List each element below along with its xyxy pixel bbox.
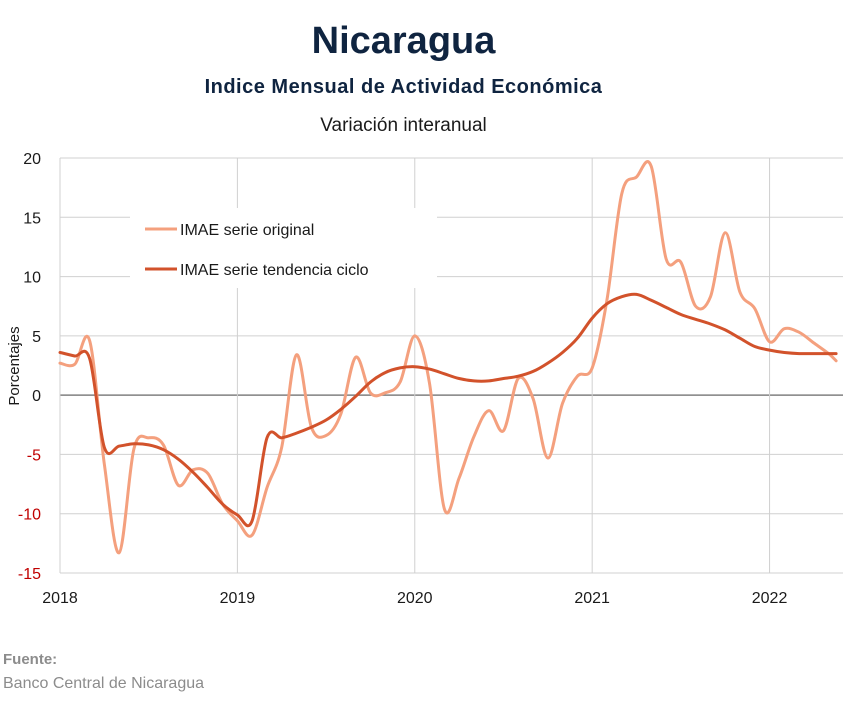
series-lines — [58, 160, 838, 555]
y-tick-label: 5 — [32, 329, 41, 346]
y-axis-label: Porcentajes — [6, 326, 23, 405]
x-tick-label: 2021 — [574, 590, 610, 607]
y-tick-label: 10 — [23, 270, 41, 287]
legend: IMAE serie original IMAE serie tendencia … — [130, 208, 437, 288]
y-tick-label: -10 — [18, 507, 41, 524]
source-label: Fuente: — [3, 651, 58, 668]
legend-label: IMAE serie tendencia ciclo — [180, 262, 369, 279]
series-line-original — [58, 160, 838, 555]
y-tick-label: -5 — [27, 447, 41, 464]
source-text: Banco Central de Nicaragua — [3, 675, 205, 692]
y-tick-label: 20 — [23, 151, 41, 168]
legend-label: IMAE serie original — [180, 222, 314, 239]
x-tick-label: 2018 — [42, 590, 78, 607]
y-tick-label: -15 — [18, 566, 41, 583]
legend-box — [130, 208, 437, 288]
y-tick-label: 0 — [32, 388, 41, 405]
x-tick-label: 2020 — [397, 590, 433, 607]
series-line-trend — [58, 292, 838, 528]
y-tick-label: 15 — [23, 210, 41, 227]
chart-subtitle: Indice Mensual de Actividad Económica — [204, 76, 603, 98]
x-tick-label: 2019 — [220, 590, 256, 607]
chart-note: Variación interanual — [320, 115, 487, 136]
x-tick-label: 2022 — [752, 590, 788, 607]
chart-title: Nicaragua — [311, 20, 496, 62]
